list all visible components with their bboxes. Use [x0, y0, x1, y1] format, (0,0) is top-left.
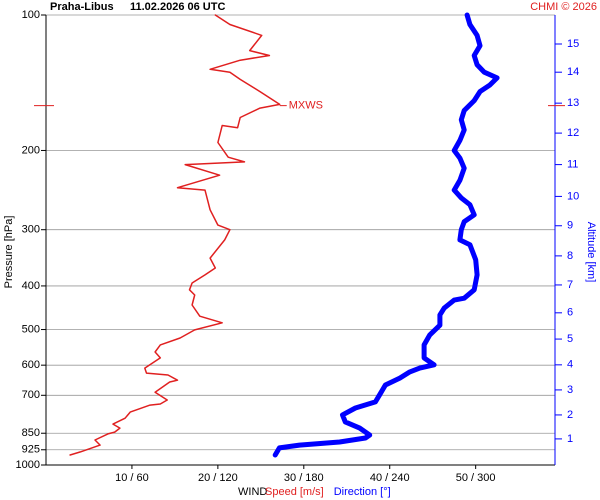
profile-line [69, 14, 281, 456]
y2-tick-label: 11 [567, 159, 578, 171]
x-tick-label: 20 / 120 [198, 472, 238, 484]
y-tick-label: 925 [22, 444, 40, 456]
legend-label: Direction [°] [334, 486, 391, 498]
x-tick-label: 40 / 240 [370, 472, 410, 484]
chart-title: Praha-Libus [50, 1, 114, 13]
y2-tick-label: 2 [567, 409, 573, 421]
y2-axis-label: Altitude [km] [585, 222, 597, 283]
y2-tick-label: 8 [567, 250, 573, 262]
credit: CHMI © 2026 [530, 1, 597, 13]
y2-tick-label: 4 [567, 359, 573, 371]
y-axis-label: Pressure [hPa] [3, 216, 15, 289]
y-tick-label: 1000 [16, 459, 40, 471]
y2-tick-label: 14 [567, 66, 579, 78]
y-tick-label: 200 [22, 144, 40, 156]
x-tick-label: 30 / 180 [284, 472, 324, 484]
y-tick-label: 400 [22, 280, 40, 292]
y2-tick-label: 15 [567, 38, 579, 50]
y2-tick-label: 3 [567, 384, 573, 396]
y2-tick-label: 10 [567, 190, 579, 202]
y-tick-label: 100 [22, 9, 40, 21]
y2-tick-label: 12 [567, 127, 579, 139]
legend-label: Speed [m/s] [265, 486, 324, 498]
y-tick-label: 600 [22, 359, 40, 371]
chart-subtitle: 11.02.2026 06 UTC [130, 1, 225, 13]
y2-tick-label: 7 [567, 279, 573, 291]
y2-tick-label: 1 [567, 433, 573, 445]
y-tick-label: 850 [22, 427, 40, 439]
profile-line [272, 12, 500, 458]
y-tick-label: 700 [22, 389, 40, 401]
y-tick-label: 300 [22, 224, 40, 236]
y2-tick-label: 5 [567, 333, 573, 345]
x-axis-label: WIND [238, 486, 267, 498]
y2-tick-label: 13 [567, 97, 579, 109]
annotation-label: MXWS [289, 100, 323, 112]
x-tick-label: 50 / 300 [456, 472, 496, 484]
y2-tick-label: 9 [567, 220, 573, 232]
y2-tick-label: 6 [567, 307, 573, 319]
x-tick-label: 10 / 60 [115, 472, 149, 484]
y-tick-label: 500 [22, 323, 40, 335]
